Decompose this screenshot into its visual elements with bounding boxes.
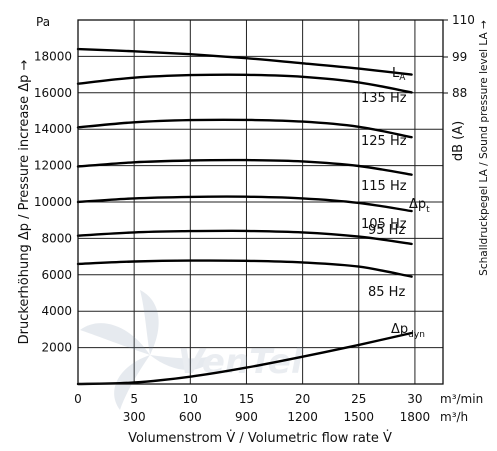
x2-tick-1500: 1500 — [343, 410, 374, 424]
label-115hz: 115 Hz — [361, 179, 407, 194]
x2-tick-1800: 1800 — [400, 410, 431, 424]
x-unit-label: m³/min — [440, 392, 483, 406]
curve-labels: LA 135 Hz 125 Hz 115 Hz Δpt 105 Hz 95 Hz… — [361, 66, 430, 340]
x2-tick-900: 900 — [235, 410, 258, 424]
y2-tick-110: 110 — [452, 13, 475, 27]
y2-tick-88: 88 — [452, 86, 467, 100]
label-dpdyn: Δpdyn — [391, 322, 425, 340]
y2-tick-99: 99 — [452, 50, 467, 64]
series-line-3 — [76, 158, 413, 176]
y2-unit-label: dB (A) — [451, 121, 466, 161]
y-axis-ticks: 2000 4000 6000 8000 10000 12000 14000 16000 1800… — [34, 49, 72, 354]
y-tick-8000: 8000 — [41, 231, 72, 245]
series-line-7 — [76, 331, 413, 386]
x-tick-25: 25 — [351, 392, 366, 406]
y-tick-4000: 4000 — [41, 304, 72, 318]
plot-area: VenTel — [76, 47, 413, 410]
x-tick-10: 10 — [183, 392, 198, 406]
y-tick-12000: 12000 — [34, 159, 72, 173]
label-dpt: Δpt — [409, 197, 430, 215]
y-tick-18000: 18000 — [34, 49, 72, 63]
y-tick-14000: 14000 — [34, 122, 72, 136]
series-line-6 — [76, 259, 413, 278]
y-tick-6000: 6000 — [41, 268, 72, 282]
series-line-1 — [76, 73, 413, 94]
x-tick-30: 30 — [407, 392, 422, 406]
x-axis-ticks: 0 5 10 15 20 25 30 — [74, 392, 422, 406]
x2-unit-label: m³/h — [440, 410, 468, 424]
y-tick-2000: 2000 — [41, 341, 72, 355]
x2-tick-1200: 1200 — [287, 410, 318, 424]
label-95hz: 95 Hz — [368, 223, 405, 238]
y-unit-label: Pa — [36, 15, 50, 29]
x2-tick-600: 600 — [179, 410, 202, 424]
series-line-0 — [76, 47, 413, 76]
y2-axis-ticks: 88 99 110 — [443, 13, 475, 100]
curves-layer — [76, 47, 413, 386]
x-tick-20: 20 — [295, 392, 310, 406]
x-axis-label: Volumenstrom V̇ / Volumetric flow rate V… — [128, 431, 392, 446]
y-tick-16000: 16000 — [34, 86, 72, 100]
x-tick-0: 0 — [74, 392, 82, 406]
label-la: LA — [392, 66, 406, 83]
x-tick-5: 5 — [130, 392, 138, 406]
x2-tick-300: 300 — [123, 410, 146, 424]
plot-frame — [77, 19, 444, 385]
y2-axis-label: Schalldruckpegel LA / Sound pressure lev… — [478, 20, 490, 276]
x2-axis-ticks: 300 600 900 1200 1500 1800 — [123, 410, 430, 424]
y-tick-10000: 10000 — [34, 195, 72, 209]
series-line-4 — [76, 195, 413, 213]
label-135hz: 135 Hz — [361, 91, 407, 106]
x-tick-15: 15 — [239, 392, 254, 406]
label-105hz: 105 Hz — [361, 217, 407, 232]
series-line-2 — [76, 118, 413, 139]
series-line-5 — [76, 229, 413, 246]
label-125hz: 125 Hz — [361, 134, 407, 149]
label-85hz: 85 Hz — [368, 285, 405, 300]
y-axis-label: Druckerhöhung Δp / Pressure increase Δp … — [17, 60, 32, 345]
